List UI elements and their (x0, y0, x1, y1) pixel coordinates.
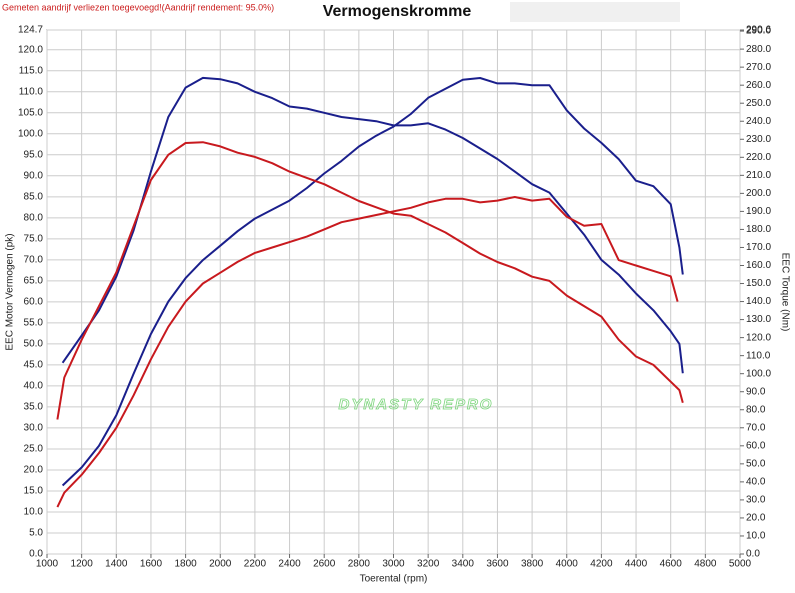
x-axis-label: Toerental (rpm) (360, 574, 428, 585)
y2-tick-label: 0.0 (746, 549, 760, 560)
x-tick-label: 3400 (452, 559, 475, 570)
y2-tick-label: 150.0 (746, 278, 771, 289)
y-tick-label: 30.0 (24, 423, 44, 434)
y2-tick-label: 270.0 (746, 62, 771, 73)
x-tick-label: 2200 (244, 559, 267, 570)
x-tick-label: 2400 (278, 559, 301, 570)
y2-tick-label: 90.0 (746, 386, 766, 397)
x-tick-label: 2000 (209, 559, 232, 570)
line-series (61, 76, 684, 374)
y-tick-label: 25.0 (24, 444, 44, 455)
y-tick-label: 0.0 (29, 549, 43, 560)
chart-title: Vermogenskromme (323, 3, 472, 20)
y-tick-label: 10.0 (24, 507, 44, 518)
x-tick-label: 4600 (660, 559, 683, 570)
y2-tick-label: 230.0 (746, 134, 771, 145)
watermark: DYNASTY REPRO (339, 396, 494, 413)
y2-tick-label: 20.0 (746, 513, 766, 524)
y-tick-label: 124.7 (18, 25, 43, 36)
x-tick-label: 2600 (313, 559, 336, 570)
y-tick-label: 80.0 (24, 212, 44, 223)
y2-tick-label: 280.0 (746, 44, 771, 55)
y2-tick-label: 220.0 (746, 152, 771, 163)
line-series (61, 77, 684, 487)
x-tick-label: 1200 (71, 559, 94, 570)
y-tick-label: 40.0 (24, 381, 44, 392)
y-tick-label: 120.0 (18, 44, 43, 55)
y-tick-label: 115.0 (19, 65, 44, 76)
y-tick-label: 65.0 (24, 276, 44, 287)
y2-tick-label: 70.0 (746, 422, 766, 433)
y2-tick-label: 80.0 (746, 404, 766, 415)
y-tick-label: 35.0 (24, 402, 44, 413)
x-tick-label: 3600 (486, 559, 509, 570)
y-tick-label: 5.0 (29, 528, 43, 539)
line-series (56, 141, 684, 420)
y2-axis-label: EEC Torque (Nm) (779, 253, 790, 332)
grid (46, 29, 741, 555)
y-tick-label: 105.0 (18, 107, 43, 118)
y-tick-label: 95.0 (24, 149, 44, 160)
y-tick-label: 55.0 (24, 318, 44, 329)
subtitle: Gemeten aandrijf verliezen toegevoegd!(A… (2, 2, 274, 12)
y-tick-label: 85.0 (24, 191, 44, 202)
x-tick-label: 3000 (382, 559, 405, 570)
y2-tick-label: 10.0 (746, 531, 766, 542)
x-tick-label: 4200 (590, 559, 613, 570)
y-axis-label: EEC Motor Vermogen (pk) (5, 233, 16, 350)
y2-tick-label: 130.0 (746, 314, 771, 325)
y-tick-label: 110.0 (19, 86, 44, 97)
y-tick-label: 50.0 (24, 339, 44, 350)
y2-tick-label: 50.0 (746, 458, 766, 469)
y2-tick-label: 170.0 (746, 242, 771, 253)
y2-tick-label: 40.0 (746, 477, 766, 488)
x-tick-label: 2800 (348, 559, 371, 570)
y2-tick-label: 140.0 (746, 296, 771, 307)
y2-tick-label: 250.0 (746, 98, 771, 109)
x-tick-label: 5000 (729, 559, 752, 570)
y2-tick-label: 100.0 (746, 368, 771, 379)
y2-tick-label: 200.0 (746, 188, 771, 199)
y2-tick-label: 190.0 (746, 206, 771, 217)
y2-tick-label: 30.0 (746, 495, 766, 506)
x-tick-label: 4800 (694, 559, 717, 570)
y-tick-label: 100.0 (18, 128, 43, 139)
y-tick-label: 45.0 (24, 360, 44, 371)
x-tick-label: 1800 (174, 559, 197, 570)
title-box (510, 2, 680, 22)
y-tick-label: 90.0 (24, 170, 44, 181)
x-tick-label: 4400 (625, 559, 648, 570)
y2-tick-label: 180.0 (746, 224, 771, 235)
y-tick-label: 60.0 (24, 297, 44, 308)
y-tick-label: 15.0 (24, 486, 44, 497)
y2-tick-label: 120.0 (746, 332, 771, 343)
y2-tick-label: 240.0 (746, 116, 771, 127)
y2-tick-label: 260.0 (746, 80, 771, 91)
x-tick-label: 4000 (556, 559, 579, 570)
y-tick-label: 70.0 (24, 254, 44, 265)
y2-tick-label: 160.0 (746, 260, 771, 271)
x-tick-label: 1400 (105, 559, 128, 570)
y2-tick-label: 60.0 (746, 440, 766, 451)
y2-tick-label: 210.0 (746, 170, 771, 181)
x-tick-label: 1600 (140, 559, 163, 570)
y-tick-label: 20.0 (24, 465, 44, 476)
x-tick-label: 3800 (521, 559, 544, 570)
x-tick-label: 3200 (417, 559, 440, 570)
y2-tick-label: 290.0 (746, 26, 771, 37)
y2-tick-label: 110.0 (746, 350, 771, 361)
line-series (56, 196, 679, 508)
y-tick-label: 75.0 (24, 233, 44, 244)
y2-tick-label: 290.6 (746, 25, 771, 36)
x-tick-label: 1000 (36, 559, 59, 570)
